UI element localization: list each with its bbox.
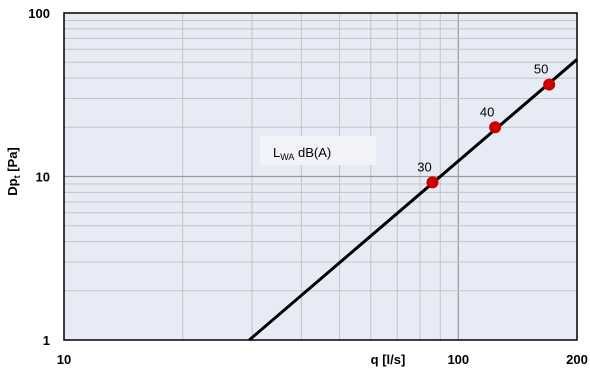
annotation-box: LWA dB(A)	[260, 136, 376, 165]
data-point	[426, 176, 439, 189]
x-axis-label: q [l/s]	[371, 352, 406, 367]
axis-labels: q [l/s] Dpt [Pa]	[5, 147, 405, 367]
data-point-label: 50	[534, 62, 548, 77]
plot-frame	[63, 12, 578, 341]
grid	[64, 13, 577, 340]
data-point-label: 30	[417, 159, 431, 174]
x-tick-label: 100	[447, 352, 469, 367]
data-point	[543, 78, 556, 91]
data-point-label: 40	[480, 104, 494, 119]
data-point	[489, 121, 502, 134]
y-axis-label: Dpt [Pa]	[5, 147, 22, 196]
annotation-background	[260, 136, 376, 165]
y-tick-label: 100	[28, 6, 50, 21]
y-tick-label: 10	[36, 170, 50, 185]
annotation-label: LWA dB(A)	[273, 145, 331, 162]
x-tick-label: 200	[566, 352, 588, 367]
system-curve-line	[248, 58, 578, 342]
series: 30 40 50	[248, 58, 578, 342]
y-tick-label: 1	[43, 333, 50, 348]
x-tick-label: 10	[57, 352, 71, 367]
tick-labels: 10 100 200 100 10 1	[28, 6, 588, 367]
